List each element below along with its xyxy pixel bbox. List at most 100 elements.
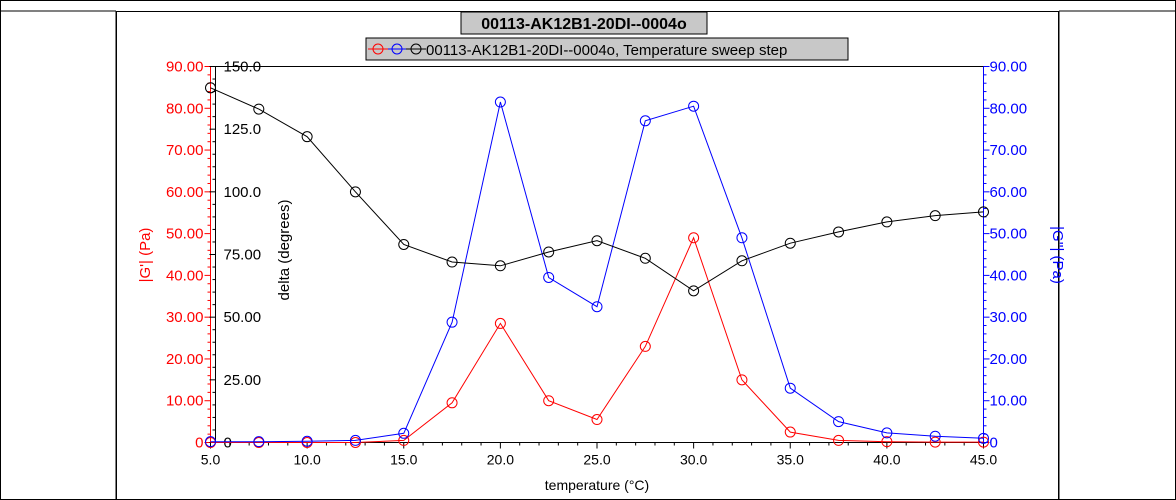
data-point-g1 xyxy=(494,317,506,329)
delta-tick-label: 150.0 xyxy=(224,59,262,76)
data-point-g2 xyxy=(446,316,458,328)
x-tick-label: 20.0 xyxy=(487,452,514,468)
title-box xyxy=(460,11,708,35)
data-point-g1 xyxy=(833,434,845,446)
g2-tick-label: 70.00 xyxy=(990,142,1028,159)
delta-tick-label: 25.00 xyxy=(224,372,262,389)
series-g1 xyxy=(205,232,989,448)
g2-tick-label: 50.00 xyxy=(990,226,1028,243)
g1-axis-label: |G'| (Pa) xyxy=(137,228,154,283)
data-point-delta xyxy=(688,285,700,297)
data-point-g2 xyxy=(301,435,313,447)
g2-tick-label: 90.00 xyxy=(990,59,1028,76)
series-line-delta xyxy=(210,87,984,292)
series-layer xyxy=(205,82,989,448)
x-axis: 5.0 10.0 15.0 20.0 25.0 30.0 35.0 40.0 45.0 xyxy=(201,442,997,468)
data-point-g2 xyxy=(736,232,748,244)
data-point-delta xyxy=(639,252,651,264)
legend-label: 00113-AK12B1-20DI--0004o, Temperature sw… xyxy=(426,42,787,59)
data-point-g2 xyxy=(591,301,603,313)
data-point-g1 xyxy=(881,436,893,448)
g1-tick-label: 60.00 xyxy=(166,184,204,201)
g1-tick-label: 10.00 xyxy=(166,393,204,410)
data-point-g2 xyxy=(205,436,216,448)
data-point-g1 xyxy=(446,397,458,409)
data-point-g2 xyxy=(688,100,700,112)
data-point-delta xyxy=(736,255,748,267)
g2-tick-label: 10.00 xyxy=(990,393,1028,410)
legend-marker-g1 xyxy=(368,43,388,55)
plot-area xyxy=(210,66,984,443)
legend-marker-delta xyxy=(406,43,426,55)
data-point-g2 xyxy=(639,115,651,127)
x-tick-label: 30.0 xyxy=(680,452,707,468)
data-point-g2 xyxy=(881,427,893,439)
legend-box xyxy=(365,37,849,61)
delta-tick-label: 75.00 xyxy=(224,247,262,264)
chart-title: 00113-AK12B1-20DI--0004o xyxy=(481,16,687,33)
x-tick-label: 25.0 xyxy=(583,452,610,468)
g2-axis-label: |G''| (Pa) xyxy=(1049,226,1066,284)
data-point-g1 xyxy=(688,232,700,244)
g2-tick-label: 20.00 xyxy=(990,351,1028,368)
data-point-g2 xyxy=(398,427,410,439)
x-tick-label: 35.0 xyxy=(777,452,804,468)
data-point-delta xyxy=(929,210,941,222)
data-point-g1 xyxy=(639,340,651,352)
data-point-g2 xyxy=(929,430,941,442)
legend-marker-g2 xyxy=(388,43,406,55)
data-point-g1 xyxy=(543,395,555,407)
series-line-g2 xyxy=(210,101,984,443)
data-point-delta xyxy=(253,103,265,115)
g1-tick-label: 0 xyxy=(195,435,203,452)
data-point-g2 xyxy=(784,382,796,394)
data-point-g2 xyxy=(349,434,361,446)
data-point-g1 xyxy=(591,414,603,426)
g1-tick-label: 80.00 xyxy=(166,100,204,117)
data-point-delta xyxy=(398,238,410,250)
data-point-delta xyxy=(881,216,893,228)
g2-tick-label: 80.00 xyxy=(990,100,1028,117)
x-axis-label: temperature (°C) xyxy=(545,477,649,493)
data-point-delta xyxy=(833,226,845,238)
data-point-g2 xyxy=(543,271,555,283)
data-point-g1 xyxy=(929,436,941,448)
g1-tick-label: 90.00 xyxy=(166,59,204,76)
data-point-g2 xyxy=(833,416,845,428)
g2-tick-label: 40.00 xyxy=(990,267,1028,284)
data-point-g1 xyxy=(736,374,748,386)
x-tick-label: 45.0 xyxy=(970,452,997,468)
x-tick-label: 15.0 xyxy=(390,452,417,468)
g1-axis: 0 10.00 20.00 30.00 40.00 50.00 60.00 70.00 80.0… xyxy=(166,59,211,452)
g1-tick-label: 20.00 xyxy=(166,351,204,368)
g2-tick-label: 0 xyxy=(990,435,998,452)
data-point-delta xyxy=(205,82,216,94)
data-point-g2 xyxy=(494,96,506,108)
g1-tick-label: 50.00 xyxy=(166,226,204,243)
data-point-delta xyxy=(978,206,989,218)
series-line-g1 xyxy=(210,236,984,443)
g2-axis: 0 10.00 20.00 30.00 40.00 50.00 60.00 70.00 80.0… xyxy=(983,59,1028,452)
data-point-delta xyxy=(446,256,458,268)
data-point-g1 xyxy=(398,434,410,446)
data-point-g1 xyxy=(978,436,989,448)
data-point-g2 xyxy=(253,436,265,448)
g1-tick-label: 40.00 xyxy=(166,267,204,284)
data-point-g2 xyxy=(978,432,989,444)
g1-tick-label: 70.00 xyxy=(166,142,204,159)
g2-tick-label: 30.00 xyxy=(990,309,1028,326)
g1-tick-label: 30.00 xyxy=(166,309,204,326)
series-delta xyxy=(205,82,989,297)
data-point-delta xyxy=(349,186,361,198)
g2-tick-label: 60.00 xyxy=(990,184,1028,201)
data-point-delta xyxy=(784,237,796,249)
data-point-delta xyxy=(301,131,313,143)
data-point-delta xyxy=(494,260,506,272)
data-point-delta xyxy=(591,235,603,247)
delta-tick-label: 125.0 xyxy=(224,121,262,138)
series-g2 xyxy=(205,96,989,448)
delta-tick-label: 50.00 xyxy=(224,309,262,326)
x-tick-label: 10.0 xyxy=(294,452,321,468)
x-tick-label: 5.0 xyxy=(201,452,221,468)
